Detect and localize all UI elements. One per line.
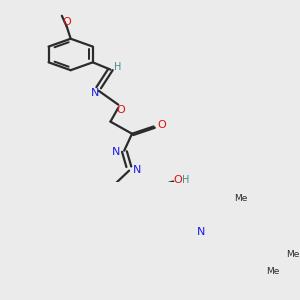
Text: N: N [196,227,205,237]
Text: Me: Me [234,194,248,203]
Text: O: O [116,104,124,115]
Text: N: N [133,165,141,175]
Text: Me: Me [286,250,300,259]
Text: H: H [182,175,190,185]
Text: N: N [91,88,99,98]
Text: H: H [114,61,121,72]
Text: O: O [174,175,182,185]
Text: O: O [62,17,71,27]
Text: O: O [157,120,166,130]
Text: N: N [112,147,121,157]
Text: Me: Me [266,267,279,276]
